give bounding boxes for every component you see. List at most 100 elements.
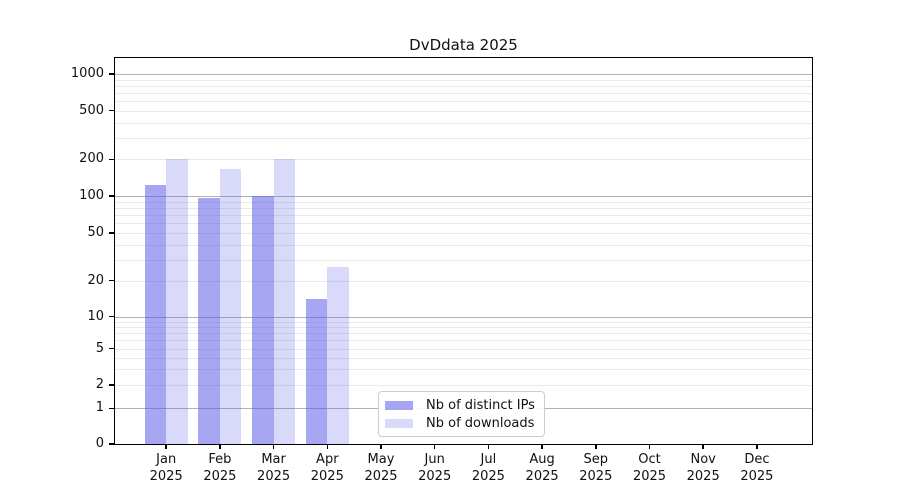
x-tick-month: Aug <box>529 452 555 467</box>
gridline-minor <box>115 207 812 209</box>
legend-item-downloads: Nb of downloads <box>385 415 536 432</box>
legend-item-distinct-ips: Nb of distinct IPs <box>385 397 536 414</box>
gridline-minor <box>115 223 812 225</box>
y-tick-label: 50 <box>87 225 104 240</box>
x-tick-mark <box>165 444 167 449</box>
x-tick-month: Dec <box>744 452 770 467</box>
x-tick-year: 2025 <box>525 469 559 484</box>
gridline-minor <box>115 340 812 342</box>
gridline-minor <box>115 233 812 234</box>
x-tick-month: Mar <box>261 452 286 467</box>
y-tick-mark <box>109 347 114 350</box>
x-tick-label-feb: Feb 2025 <box>190 451 250 485</box>
y-tick-label: 1 <box>95 400 104 416</box>
x-tick-label-dec: Dec 2025 <box>727 451 787 485</box>
x-tick-mark <box>702 444 704 449</box>
y-tick-label: 5 <box>95 340 104 356</box>
x-tick-mark <box>272 444 275 449</box>
bar-nb-of-downloads-jan <box>166 159 188 444</box>
x-tick-month: Nov <box>690 452 716 467</box>
x-tick-label-oct: Oct 2025 <box>620 451 680 485</box>
x-tick-year: 2025 <box>632 469 667 484</box>
y-tick-label: 0 <box>95 436 104 451</box>
x-tick-year: 2025 <box>471 469 505 484</box>
legend-label-downloads: Nb of downloads <box>426 416 535 431</box>
x-tick-year: 2025 <box>579 469 613 484</box>
x-tick-mark <box>541 444 543 449</box>
y-tick-mark <box>109 73 114 75</box>
bar-nb-of-distinct-ips-jan <box>144 185 167 444</box>
x-tick-mark <box>487 444 490 449</box>
gridline-minor <box>115 201 812 203</box>
x-tick-month: Apr <box>316 452 339 467</box>
x-tick-label-may: May 2025 <box>351 451 411 485</box>
bar-nb-of-distinct-ips-feb <box>198 198 220 444</box>
x-tick-month: May <box>367 452 395 467</box>
gridline-major <box>115 74 812 75</box>
x-tick-month: Sep <box>583 452 609 467</box>
x-tick-label-aug: Aug 2025 <box>512 451 572 485</box>
x-tick-month: Oct <box>638 452 661 467</box>
x-tick-year: 2025 <box>418 469 452 484</box>
y-tick-label: 10 <box>87 308 104 324</box>
bar-nb-of-distinct-ips-apr <box>305 299 328 444</box>
legend-swatch-downloads <box>385 419 413 428</box>
gridline-major <box>115 196 812 197</box>
x-tick-mark <box>380 444 382 449</box>
y-tick-label: 500 <box>79 102 104 118</box>
y-tick-mark <box>109 109 114 112</box>
x-tick-mark <box>648 444 651 449</box>
y-tick-label: 1000 <box>70 66 104 81</box>
y-tick-mark <box>109 443 114 445</box>
legend-label-distinct-ips: Nb of distinct IPs <box>426 398 535 413</box>
x-tick-label-mar: Mar 2025 <box>244 451 304 485</box>
gridline-minor <box>115 101 812 103</box>
gridline-minor <box>115 159 812 161</box>
legend: Nb of distinct IPs Nb of downloads <box>378 391 545 437</box>
x-tick-mark <box>595 444 597 449</box>
x-tick-label-apr: Apr 2025 <box>297 451 357 485</box>
x-tick-month: Jun <box>424 452 445 467</box>
y-tick-label: 20 <box>87 272 104 288</box>
bar-nb-of-distinct-ips-mar <box>252 196 274 444</box>
gridline-minor <box>115 137 812 139</box>
x-tick-month: Feb <box>208 452 232 467</box>
gridline-minor <box>115 333 812 335</box>
x-tick-year: 2025 <box>203 469 237 484</box>
x-tick-label-jul: Jul 2025 <box>458 451 518 485</box>
x-tick-year: 2025 <box>257 469 291 484</box>
x-tick-year: 2025 <box>364 469 398 484</box>
y-tick-mark <box>109 158 114 161</box>
gridline-major <box>115 316 812 318</box>
gridline-minor <box>115 348 812 350</box>
plot-area <box>114 57 813 445</box>
y-tick-label: 200 <box>79 151 104 167</box>
legend-swatch-distinct-ips <box>385 401 413 410</box>
bar-nb-of-downloads-apr <box>327 267 349 444</box>
y-tick-label: 2 <box>95 377 104 392</box>
x-tick-year: 2025 <box>149 469 183 484</box>
y-tick-mark <box>109 279 114 282</box>
y-tick-mark <box>109 232 114 234</box>
gridline-minor <box>115 280 812 282</box>
chart-title: DvDdata 2025 <box>409 36 518 54</box>
y-tick-label: 100 <box>79 188 104 203</box>
x-tick-month: Jan <box>156 452 177 467</box>
x-tick-label-jun: Jun 2025 <box>405 451 465 485</box>
gridline-minor <box>115 110 812 112</box>
gridline-minor <box>115 244 812 246</box>
gridline-minor <box>115 368 812 370</box>
x-tick-month: Jul <box>480 452 497 467</box>
y-tick-mark <box>109 407 114 410</box>
x-tick-year: 2025 <box>310 469 344 484</box>
x-tick-year: 2025 <box>686 469 720 484</box>
gridline-minor <box>115 259 812 261</box>
gridline-minor <box>115 85 812 87</box>
gridline-minor <box>115 385 812 386</box>
bar-nb-of-downloads-feb <box>219 169 242 444</box>
x-tick-mark <box>756 444 758 449</box>
x-tick-year: 2025 <box>740 469 774 484</box>
gridline-minor <box>115 122 812 124</box>
bar-nb-of-downloads-mar <box>273 159 296 444</box>
